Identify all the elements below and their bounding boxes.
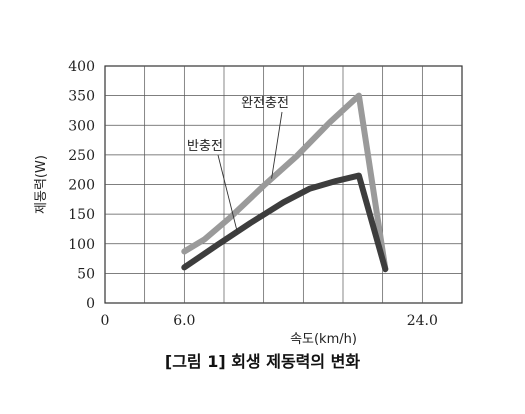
x-axis-label: 속도(km/h) bbox=[290, 332, 357, 345]
y-tick-label: 0 bbox=[86, 296, 95, 312]
x-tick-label: 0 bbox=[101, 313, 110, 329]
y-tick-label: 250 bbox=[68, 148, 95, 164]
x-tick-label: 6.0 bbox=[173, 313, 195, 329]
y-tick-label: 150 bbox=[68, 207, 95, 223]
y-axis-label: 제동력(W) bbox=[34, 155, 49, 214]
annotation-leader bbox=[217, 154, 238, 232]
x-tick-label: 24.0 bbox=[407, 313, 438, 329]
series-annotation: 완전충전 bbox=[241, 96, 289, 111]
y-tick-label: 350 bbox=[68, 89, 95, 105]
line-chart: 0 50 100 150 200 250 300 350 400 0 6.0 24.0 속도(km/h)… bbox=[34, 59, 463, 345]
y-tick-label: 50 bbox=[77, 266, 95, 282]
y-tick-label: 400 bbox=[68, 59, 95, 75]
series-line-0 bbox=[181, 92, 389, 272]
annotation-leader bbox=[271, 111, 283, 179]
series-annotation: 반충전 bbox=[187, 139, 223, 154]
y-tick-label: 200 bbox=[68, 178, 95, 194]
y-tick-label: 300 bbox=[68, 118, 95, 134]
series-line-1 bbox=[181, 172, 389, 273]
figure-caption: [그림 1] 회생 제동력의 변화 bbox=[164, 352, 361, 371]
y-tick-label: 100 bbox=[68, 237, 95, 253]
